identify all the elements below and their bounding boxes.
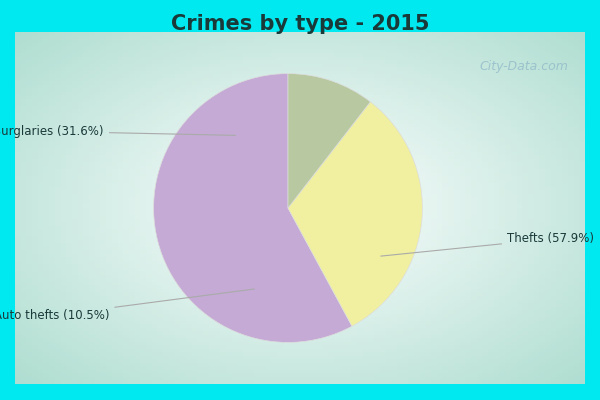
Text: Crimes by type - 2015: Crimes by type - 2015 — [171, 14, 429, 34]
Wedge shape — [288, 102, 422, 326]
Text: Auto thefts (10.5%): Auto thefts (10.5%) — [0, 289, 254, 322]
Text: City-Data.com: City-Data.com — [479, 60, 568, 73]
Wedge shape — [154, 74, 352, 342]
Wedge shape — [288, 74, 370, 208]
Text: Burglaries (31.6%): Burglaries (31.6%) — [0, 125, 235, 138]
Text: Thefts (57.9%): Thefts (57.9%) — [381, 232, 594, 256]
